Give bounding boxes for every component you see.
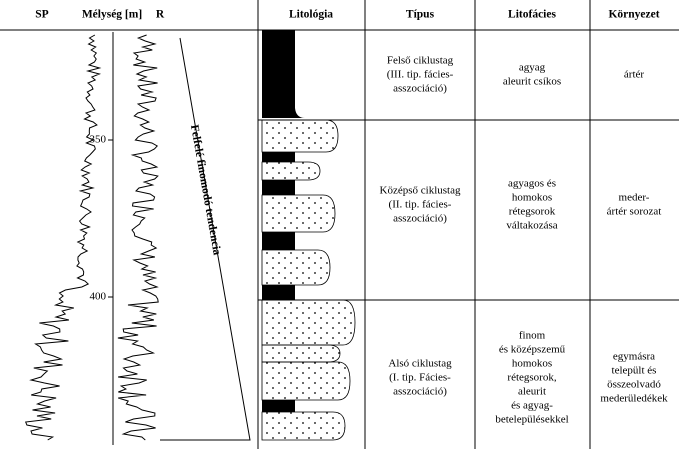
cell-text: Középső ciklustag <box>380 185 461 197</box>
cell-text: rétegsorok <box>509 206 556 218</box>
cell-text: és középszemű <box>499 344 566 356</box>
clay <box>262 30 305 118</box>
header-sp: SP <box>35 9 48 21</box>
cell-text: homokos <box>512 358 552 370</box>
cell-text: települt és <box>612 365 657 377</box>
cell-text: ártér <box>624 69 644 81</box>
header-depth: Mélység [m] <box>82 9 142 21</box>
cell-text: aleurit <box>518 386 546 398</box>
sand <box>261 161 321 181</box>
cell-text: agyagos és <box>508 178 556 190</box>
sand <box>261 344 341 363</box>
sand <box>261 194 336 233</box>
cell-text: egymásra <box>613 351 655 363</box>
sp-curve <box>24 34 102 441</box>
r-curve <box>117 34 159 441</box>
cell-text: asszociáció) <box>393 213 447 225</box>
cell-text: meder- <box>619 192 650 204</box>
cell-text: (III. tip. fácies- <box>387 69 454 81</box>
depth-label: 350 <box>90 134 107 146</box>
cell-text: asszociáció) <box>393 386 447 398</box>
sand <box>261 361 351 401</box>
cell-text: és agyag- <box>511 400 553 412</box>
trend-label: Felfelé finomodó tendencia <box>188 124 223 257</box>
clay <box>262 285 295 300</box>
cell-text: ártér sorozat <box>607 206 662 218</box>
cell-text: homokos <box>512 192 552 204</box>
cell-text: (II. tip. fácies- <box>389 199 452 211</box>
header-column: Litofácies <box>508 9 556 21</box>
sand <box>261 119 339 153</box>
header-r: R <box>156 9 165 21</box>
cell-text: rétegsorok, <box>507 372 556 384</box>
cell-text: mederüledékek <box>600 393 668 405</box>
sand <box>261 411 346 441</box>
header-column: Típus <box>406 9 435 21</box>
cell-text: összeolvadó <box>607 379 661 391</box>
cell-text: asszociáció) <box>393 83 447 95</box>
cell-text: agyag <box>519 62 546 74</box>
header-column: Litológia <box>289 9 333 21</box>
sand <box>261 299 356 346</box>
cell-text: aleurit csíkos <box>503 76 561 88</box>
well-logs <box>24 34 159 441</box>
clay <box>262 232 295 250</box>
header-column: Környezet <box>608 9 659 21</box>
cell-text: Felső ciklustag <box>387 55 454 67</box>
cell-text: váltakozása <box>506 220 557 232</box>
clay <box>262 180 295 195</box>
clay <box>262 152 295 162</box>
cell-text: (I. tip. Fácies- <box>389 372 451 384</box>
cell-text: finom <box>519 330 546 342</box>
depth-label: 400 <box>90 291 107 303</box>
sand <box>261 249 331 286</box>
table-cells: Felső ciklustag (III. tip. fácies-asszoci… <box>380 55 669 426</box>
clay <box>262 400 295 412</box>
cell-text: Alsó ciklustag <box>388 358 452 370</box>
trend-wedge: Felfelé finomodó tendencia <box>160 37 251 441</box>
cell-text: betelepülésekkel <box>495 414 568 426</box>
lithology-column <box>261 30 356 441</box>
